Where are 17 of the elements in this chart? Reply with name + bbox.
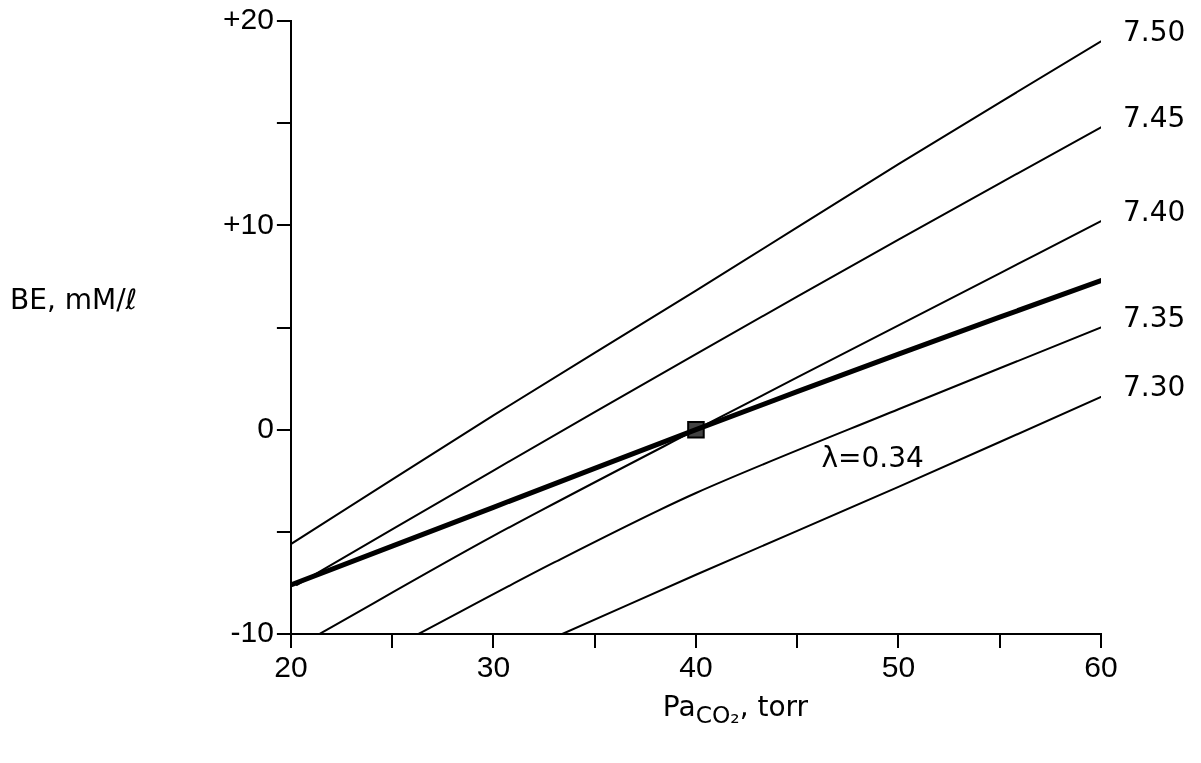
x-axis-title: Pa$_{CO₂}$, torr <box>661 690 810 729</box>
y-axis-title: BE, mM/ℓ <box>10 283 138 316</box>
series-label: 7.35 <box>1123 300 1186 334</box>
x-tick-label: 50 <box>881 650 916 684</box>
y-tick-label: +20 <box>223 2 274 36</box>
x-tick-label: 40 <box>679 650 713 684</box>
x-tick-label: 20 <box>274 650 308 684</box>
series-label: 7.50 <box>1123 14 1186 48</box>
y-tick-label: -10 <box>230 615 274 649</box>
x-tick-label: 30 <box>476 650 511 684</box>
y-tick-label: +10 <box>223 206 274 240</box>
annotation: λ=0.34 <box>821 440 924 474</box>
y-tick-label: 0 <box>257 410 274 444</box>
series-label: 7.45 <box>1123 100 1186 134</box>
series-label: 7.30 <box>1123 370 1186 404</box>
x-tick-label: 60 <box>1084 650 1118 684</box>
series-label: 7.40 <box>1123 194 1186 228</box>
